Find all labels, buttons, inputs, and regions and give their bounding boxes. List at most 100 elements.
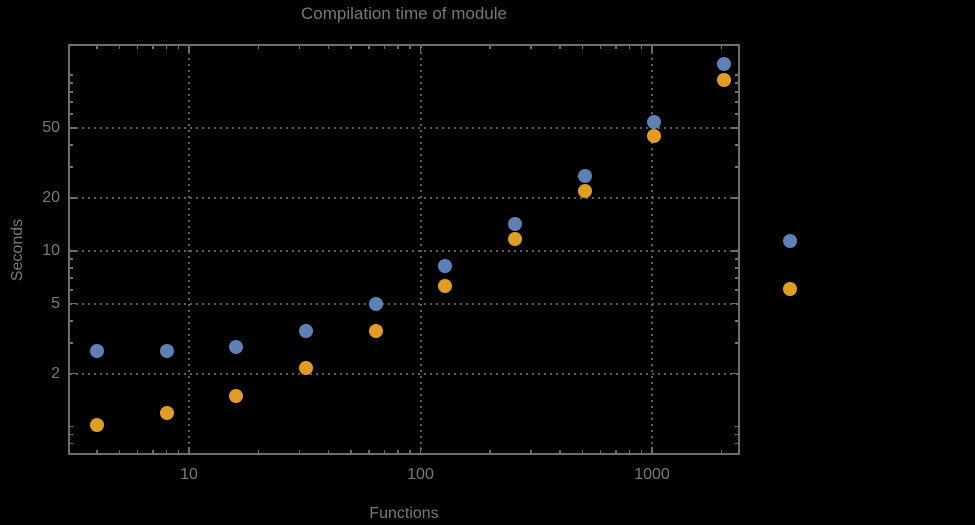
y-tick-label-5: 5 [51,294,60,312]
x-tick-top-50 [350,46,352,49]
y-tick-9 [70,258,73,260]
x-tick-40 [327,450,330,453]
y-tick-7 [70,277,73,279]
point-blue-256 [508,217,522,232]
y-tick-right-6 [735,289,738,291]
x-tick-top-60 [368,46,370,49]
x-tick-top-800 [628,46,631,49]
point-blue-8 [159,343,174,358]
y-tick-30 [70,166,73,168]
y-tick-40 [70,144,73,146]
x-tick-1000 [651,447,653,453]
y-tick-4 [70,320,73,322]
y-tick-right-40 [735,144,738,146]
x-tick-7 [152,450,154,453]
x-tick-top-8 [165,46,168,49]
y-tick-right-30 [735,166,738,168]
x-tick-2000 [720,450,723,453]
x-tick-label-100: 100 [407,466,434,483]
point-orange-4 [89,418,104,433]
point-orange-128 [438,279,453,294]
point-blue-16 [229,339,244,354]
y-tick-20 [70,197,76,199]
x-tick-top-9 [177,46,180,49]
y-tick-right-1 [735,425,738,428]
x-tick-top-90 [409,46,411,49]
y-tick-right-80 [735,91,738,93]
x-tick-top-900 [640,46,643,49]
y-tick-label-50: 50 [42,118,60,136]
x-tick-800 [628,450,631,453]
legend-marker-orange [783,282,797,296]
gridline-y-10 [70,249,738,252]
y-tick-70 [70,101,73,103]
point-blue-64 [368,296,383,311]
x-tick-label-1000: 1000 [634,466,670,483]
gridline-y-50 [70,126,738,129]
gridline-x-10 [188,46,191,453]
x-tick-top-600 [599,46,602,49]
y-tick-80 [70,91,73,93]
point-blue-128 [438,258,453,273]
x-tick-top-400 [559,46,561,49]
y-tick-right-0.8 [735,442,738,445]
x-tick-70 [383,450,386,453]
y-tick-right-100 [735,74,738,76]
x-tick-top-7 [152,46,154,49]
y-tick-right-3 [735,342,738,344]
x-tick-30 [298,450,301,453]
point-blue-4 [89,343,104,358]
gridline-x-1000 [650,46,653,453]
point-blue-2048 [717,57,732,72]
y-tick-right-20 [732,197,738,199]
y-tick-50 [70,127,76,129]
point-orange-32 [298,361,313,376]
gridline-x-100 [419,46,422,453]
x-tick-top-2000 [720,46,723,49]
x-tick-top-200 [489,46,491,49]
y-tick-10 [70,250,76,252]
point-orange-64 [368,323,383,338]
y-tick-6 [70,289,73,291]
x-tick-4 [96,450,98,453]
x-tick-400 [559,450,561,453]
y-tick-right-50 [732,127,738,129]
point-orange-16 [229,388,244,403]
x-tick-top-70 [383,46,386,49]
y-tick-1 [70,425,73,428]
y-tick-right-2 [732,372,738,375]
y-tick-label-2: 2 [51,364,60,382]
y-tick-5 [70,302,76,305]
x-tick-500 [581,450,584,453]
x-tick-600 [599,450,602,453]
x-tick-top-5 [118,46,121,49]
gridline-y-2 [70,372,738,375]
x-tick-top-80 [397,46,399,49]
y-tick-60 [70,113,73,115]
y-tick-right-70 [735,101,738,103]
x-tick-700 [615,450,617,453]
point-blue-1024 [647,115,662,130]
point-blue-32 [298,323,313,338]
x-tick-90 [409,450,411,453]
y-tick-right-7 [735,277,738,279]
point-orange-8 [159,406,174,421]
y-tick-8 [70,267,73,269]
x-tick-top-4 [96,46,98,49]
x-tick-top-30 [298,46,301,49]
y-tick-0.8 [70,442,73,445]
x-tick-5 [118,450,121,453]
legend-marker-blue [783,234,797,248]
x-tick-top-300 [530,46,532,49]
y-tick-label-20: 20 [42,188,60,206]
gridline-y-5 [70,302,738,305]
x-tick-900 [640,450,643,453]
y-tick-right-60 [735,113,738,115]
x-tick-50 [350,450,352,453]
x-tick-300 [530,450,532,453]
y-tick-right-5 [732,302,738,305]
y-tick-right-8 [735,267,738,269]
gridline-y-20 [70,196,738,199]
x-tick-8 [165,450,168,453]
x-tick-top-500 [581,46,584,49]
